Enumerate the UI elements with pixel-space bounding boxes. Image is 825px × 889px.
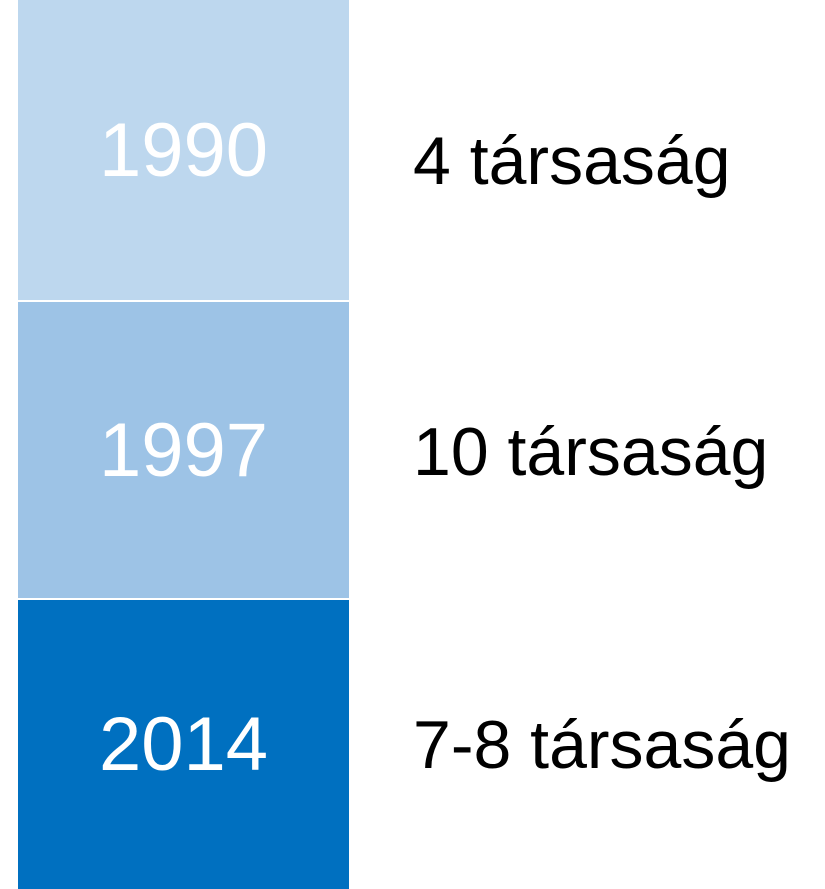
- year-box: 1997: [18, 302, 349, 598]
- year-box: 2014: [18, 600, 349, 889]
- company-count: 10 társaság: [413, 414, 769, 490]
- company-count: 7-8 társaság: [413, 707, 791, 783]
- year-box: 1990: [18, 0, 349, 300]
- company-count: 4 társaság: [413, 123, 731, 199]
